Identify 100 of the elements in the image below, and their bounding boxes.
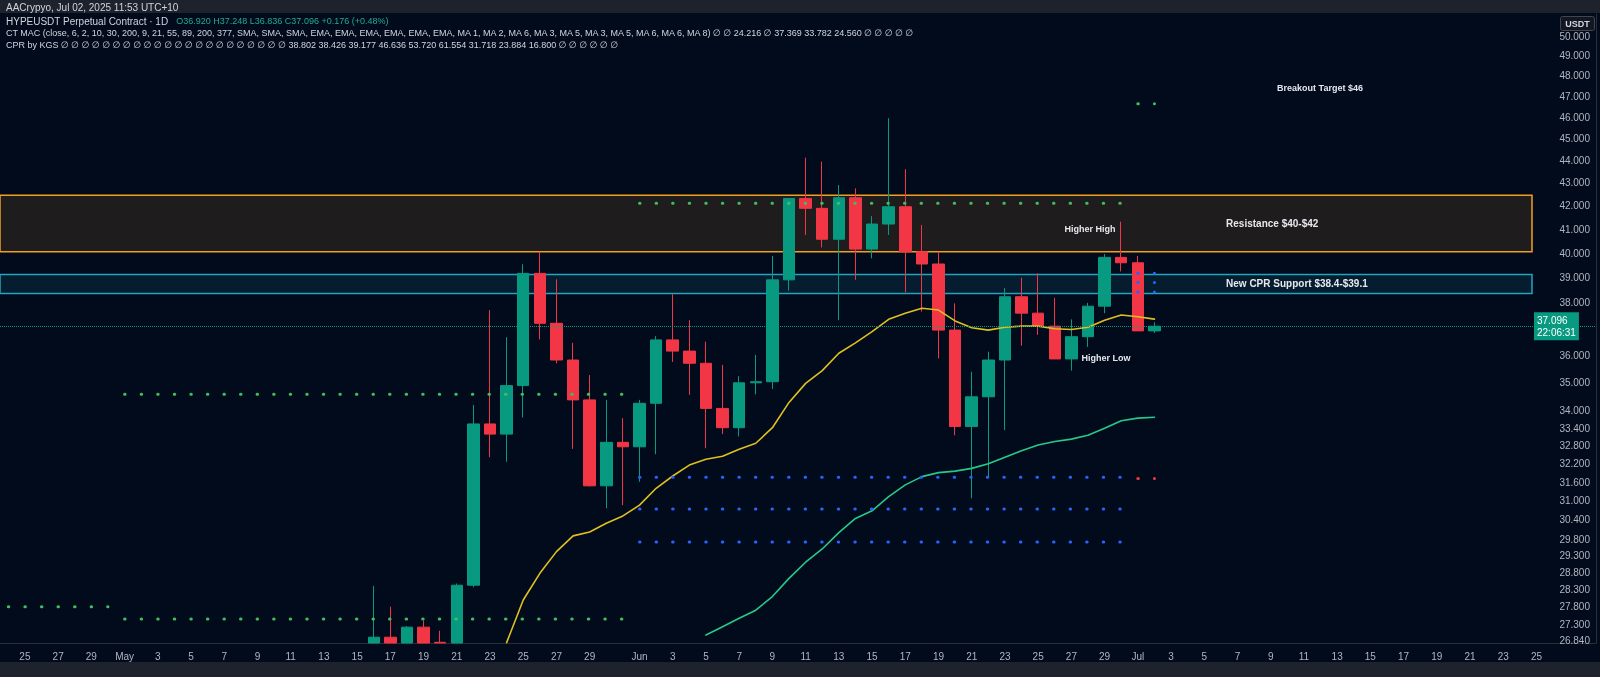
candlestick: [1032, 272, 1044, 336]
y-tick-label: 41.000: [1559, 223, 1591, 235]
y-tick-label: 30.400: [1559, 514, 1591, 526]
y-tick-label: 45.000: [1559, 133, 1591, 145]
candlestick: [982, 351, 995, 478]
candlestick: [866, 215, 878, 259]
candlestick: [1115, 221, 1127, 272]
candlestick: [384, 606, 397, 644]
candlestick: [650, 335, 662, 455]
x-tick-label: 9: [769, 650, 776, 662]
candlestick: [750, 354, 762, 395]
x-tick-label: 29: [584, 650, 596, 662]
candlestick: [451, 583, 463, 644]
x-tick-label: 25: [517, 650, 530, 662]
y-tick-label: 32.800: [1559, 440, 1591, 452]
candlestick: [467, 404, 480, 588]
y-tick-label: 32.200: [1559, 458, 1591, 470]
x-tick-label: 19: [932, 650, 945, 662]
x-tick-label: 15: [1364, 650, 1377, 662]
candlestick: [1132, 255, 1144, 332]
x-tick-label: 3: [155, 650, 162, 662]
x-tick-label: 7: [221, 650, 228, 662]
x-tick-label: 15: [866, 650, 879, 662]
annotation: Breakout Target $46: [1277, 83, 1363, 93]
candlestick: [567, 342, 579, 450]
candlestick: [882, 117, 895, 236]
y-tick-label: 33.400: [1559, 422, 1591, 434]
x-tick-label: 5: [1201, 650, 1208, 662]
x-tick-label: 21: [451, 650, 463, 662]
x-tick-label: 23: [999, 650, 1011, 662]
x-tick-label: 11: [1298, 650, 1310, 662]
annotation: Higher Low: [1081, 353, 1132, 363]
y-tick-label: 31.600: [1559, 476, 1591, 488]
candlestick: [534, 251, 546, 340]
candlestick: [1049, 297, 1061, 360]
y-tick-label: 43.000: [1559, 177, 1591, 189]
y-tick-label: 49.000: [1559, 50, 1591, 62]
x-tick-label: 23: [484, 650, 497, 662]
x-tick-label: Jun: [631, 650, 648, 662]
candlestick: [500, 336, 513, 463]
y-tick-label: 42.000: [1559, 200, 1591, 212]
x-tick-label: 13: [318, 650, 330, 662]
y-tick-label: 26.840: [1559, 635, 1591, 647]
candlestick: [633, 399, 646, 483]
candlestick: [401, 625, 413, 644]
x-tick-label: 25: [1530, 650, 1543, 662]
y-tick-label: 28.800: [1559, 566, 1591, 578]
y-tick-label: 35.000: [1559, 377, 1591, 389]
candlestick: [1015, 277, 1028, 347]
candlestick: [617, 417, 629, 506]
x-tick-label: 5: [703, 650, 710, 662]
x-tick-label: 3: [669, 650, 676, 662]
candlestick: [899, 168, 912, 293]
candlestick: [816, 161, 828, 248]
y-axis-title: USDT: [1565, 18, 1591, 29]
ref-line-label: 37.096 22:06:31: [1537, 314, 1577, 338]
y-tick-label: 50.000: [1559, 30, 1591, 42]
annotation: CT MAC (close, 6, 2, 10, 30, 200, 9, 21, 55, 89, 200, 377, SMA, SMA, SMA, EMA, EMA, EMA, EMA, EMA, EMA, MA 1, MA 2, MA 6, MA 3, MA 5, MA 3, MA 5, MA 6, MA 6, MA 8) ∅ ∅ 24.216 ∅ 37.369 33.782 24.560 ∅ ∅ ∅ ∅ ∅: [6, 27, 914, 38]
candlestick: [368, 585, 380, 644]
x-tick-label: 11: [285, 650, 297, 662]
candlestick: [700, 341, 712, 449]
x-tick-label: 7: [736, 650, 743, 662]
candlestick: [916, 224, 928, 313]
candlestick: [666, 293, 679, 363]
candlestick: [683, 319, 696, 396]
x-tick-label: 17: [1398, 650, 1410, 662]
x-tick-label: 17: [899, 650, 912, 662]
x-tick-label: 19: [418, 650, 430, 662]
band-label: Resistance $40-$42: [1226, 218, 1319, 229]
candlestick: [434, 630, 446, 644]
x-tick-label: 19: [1431, 650, 1443, 662]
annotation: O36.920 H37.248 L36.836 C37.096 +0.176 (+0.48%): [176, 15, 389, 26]
line-series: [705, 416, 1156, 636]
y-tick-label: 27.300: [1559, 618, 1591, 630]
line-series: [505, 307, 1156, 644]
x-tick-label: 25: [19, 650, 31, 662]
x-tick-label: 27: [1065, 650, 1078, 662]
x-tick-label: 9: [1267, 650, 1274, 662]
annotation: CPR by KGS ∅ ∅ ∅ ∅ ∅ ∅ ∅ ∅ ∅ ∅ ∅ ∅ ∅ ∅ ∅ ∅ ∅ ∅ ∅ ∅ ∅ ∅ 38.802 38.426 39.177 46.636 53.720 61.554 31.718 23.884 16.800 ∅ ∅ ∅ ∅ ∅ ∅: [6, 39, 619, 50]
y-tick-label: 34.000: [1559, 405, 1591, 417]
x-tick-label: 5: [188, 650, 195, 662]
x-tick-label: 21: [1464, 650, 1477, 662]
y-tick-label: 28.300: [1559, 583, 1591, 595]
y-tick-label: 46.000: [1559, 111, 1591, 123]
candlestick: [833, 184, 845, 321]
x-tick-label: Jul: [1131, 650, 1145, 662]
x-tick-label: 15: [351, 650, 364, 662]
x-tick-label: 11: [800, 650, 812, 662]
x-tick-label: 21: [966, 650, 978, 662]
chart-title: HYPEUSDT Perpetual Contract · 1D: [6, 15, 169, 27]
candlestick: [733, 375, 745, 437]
y-tick-label: 40.000: [1559, 247, 1591, 259]
candlestick: [583, 374, 596, 487]
candlestick: [783, 197, 795, 292]
candlestick: [417, 620, 430, 644]
candlestick: [600, 399, 613, 509]
x-tick-label: 23: [1497, 650, 1510, 662]
x-tick-label: 17: [384, 650, 397, 662]
y-tick-label: 27.800: [1559, 601, 1591, 613]
x-tick-label: May: [115, 650, 135, 662]
